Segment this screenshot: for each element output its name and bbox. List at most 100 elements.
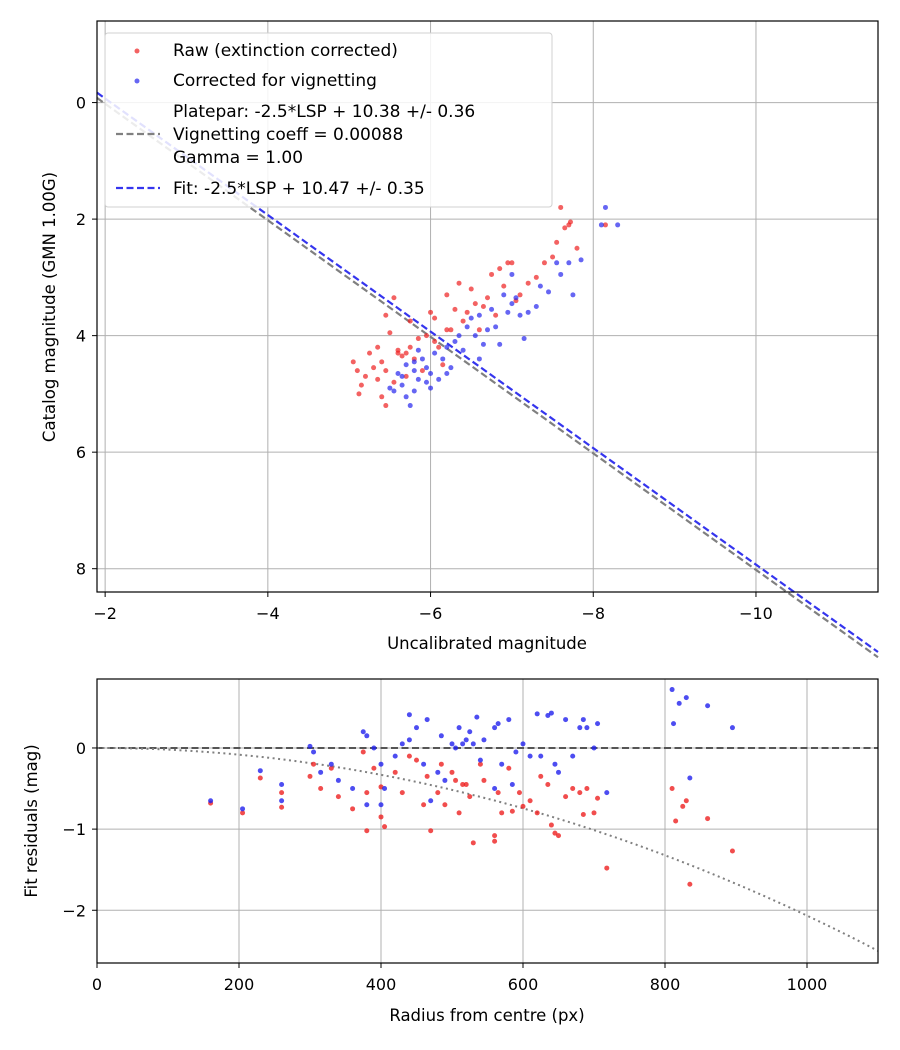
corrected-residual-point (477, 757, 483, 763)
corrected-residual-point (577, 725, 583, 731)
raw-residual-point (477, 761, 483, 767)
bottom-y-tick-label: −1 (62, 820, 86, 839)
raw-residual-point (584, 786, 590, 792)
raw-residual-point (548, 822, 554, 828)
corrected-point (501, 292, 507, 298)
raw-point (371, 365, 377, 371)
raw-point (464, 309, 470, 315)
corrected-residual-point (509, 781, 515, 787)
bottom-x-tick-label: 200 (224, 975, 255, 994)
corrected-point (419, 356, 425, 362)
corrected-residual-point (318, 769, 324, 775)
raw-residual-point (687, 881, 693, 887)
corrected-point (423, 379, 429, 385)
raw-point (456, 280, 462, 286)
corrected-point (403, 362, 409, 368)
corrected-residual-point (687, 775, 693, 781)
raw-residual-point (680, 803, 686, 809)
raw-residual-point (279, 804, 285, 810)
legend-raw-label: Raw (extinction corrected) (173, 41, 398, 61)
raw-residual-point (527, 798, 533, 804)
corrected-residual-point (378, 802, 384, 808)
raw-residual-point (520, 803, 526, 809)
corrected-residual-point (453, 745, 459, 751)
corrected-residual-point (499, 761, 505, 767)
raw-point (558, 204, 564, 210)
raw-residual-point (481, 777, 487, 783)
top-x-tick-label: −2 (93, 604, 117, 623)
corrected-residual-point (279, 798, 285, 804)
raw-residual-point (552, 830, 558, 836)
corrected-point (456, 333, 462, 339)
raw-residual-point (364, 790, 370, 796)
corrected-residual-point (570, 753, 576, 759)
raw-residual-point (729, 848, 735, 854)
raw-point (403, 350, 409, 356)
bottom-panel: 0 200 400 600 800 1000 0 −1 −2 Radius from cent… (22, 678, 879, 1025)
corrected-point (399, 373, 405, 379)
bottom-x-tick-label: 0 (92, 975, 102, 994)
raw-point (391, 379, 397, 385)
raw-point (525, 280, 531, 286)
corrected-point (476, 356, 482, 362)
raw-residual-point (570, 786, 576, 792)
raw-residual-point (318, 786, 324, 792)
raw-residual-point (257, 775, 263, 781)
corrected-residual-point (392, 753, 398, 759)
corrected-residual-point (538, 753, 544, 759)
raw-point (440, 362, 446, 368)
raw-residual-point (506, 765, 512, 771)
top-x-ticks: −2 −4 −6 −8 −10 (93, 592, 773, 623)
corrected-residual-point (545, 713, 551, 719)
top-x-tick-label: −10 (739, 604, 773, 623)
corrected-point (497, 341, 503, 347)
corrected-residual-point (556, 769, 561, 775)
raw-residual-point (495, 790, 501, 796)
corrected-point (521, 336, 527, 342)
top-axes-frame (96, 20, 879, 593)
corrected-residual-point (492, 725, 498, 731)
raw-point (554, 239, 560, 245)
raw-residual-point (595, 795, 601, 801)
corrected-residual-point (414, 725, 419, 731)
top-y-tick-label: 2 (76, 210, 86, 229)
raw-point (383, 312, 389, 318)
corrected-residual-point (705, 703, 711, 709)
corrected-residual-point (580, 717, 586, 723)
corrected-point (493, 324, 499, 330)
corrected-residual-point (595, 721, 601, 727)
legend-box (104, 32, 553, 208)
top-x-tick-label: −4 (256, 604, 280, 623)
corrected-point (505, 309, 511, 315)
raw-residual-point (577, 790, 583, 796)
corrected-residual-point (279, 781, 285, 787)
corrected-point (391, 388, 397, 394)
top-y-tick-label: 6 (76, 443, 86, 462)
bottom-x-ticks: 0 200 400 600 800 1000 (92, 963, 827, 994)
corrected-residual-point (364, 802, 370, 808)
corrected-point (399, 382, 405, 388)
corrected-residual-point (474, 714, 480, 720)
corrected-residual-point (467, 729, 473, 735)
corrected-point (460, 347, 466, 353)
raw-point (415, 336, 421, 342)
corrected-point (570, 292, 576, 298)
corrected-point (415, 347, 421, 353)
raw-residual-point (669, 786, 675, 792)
corrected-residual-point (548, 710, 554, 716)
corrected-residual-point (676, 700, 682, 706)
legend-raw-marker (134, 48, 140, 54)
raw-residual-point (705, 816, 711, 822)
raw-point (493, 312, 499, 318)
corrected-residual-point (449, 741, 455, 747)
raw-point (602, 222, 608, 228)
raw-residual-point (470, 840, 476, 846)
corrected-residual-point (382, 786, 388, 792)
raw-point (541, 260, 547, 266)
raw-residual-point (492, 838, 498, 844)
raw-residual-point (382, 824, 388, 830)
top-y-tick-label: 4 (76, 327, 86, 346)
corrected-residual-point (527, 753, 533, 759)
corrected-residual-point (463, 737, 469, 743)
corrected-residual-point (350, 786, 356, 792)
